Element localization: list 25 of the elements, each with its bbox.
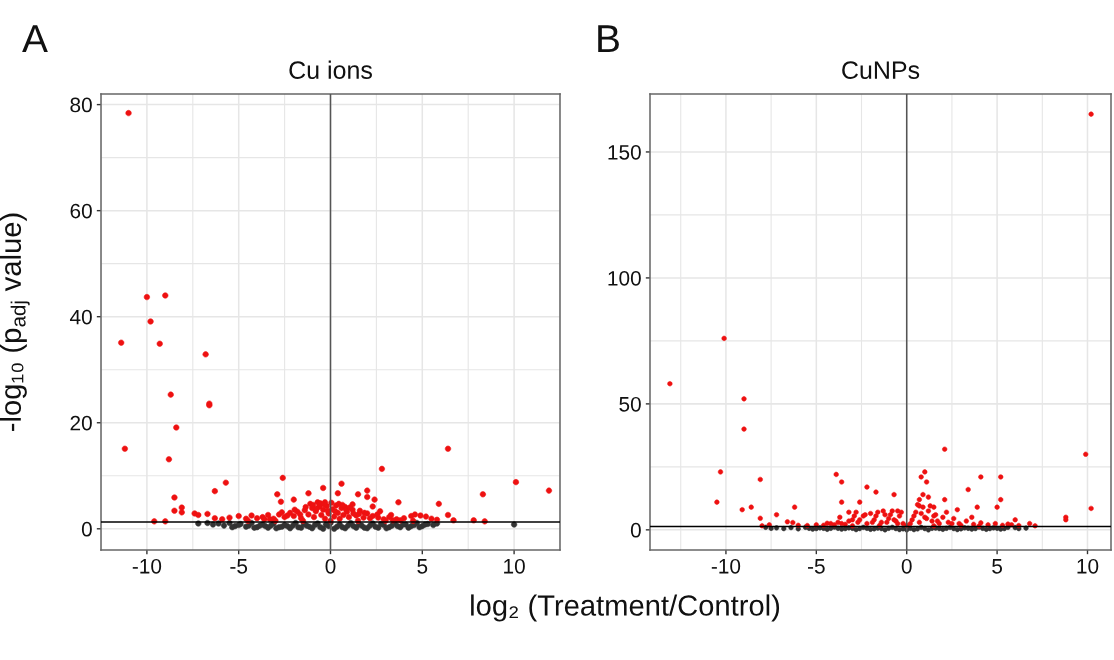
- x-tick-label: 5: [992, 559, 1003, 574]
- x-tick-label: -10: [132, 558, 162, 574]
- x-tick-label: -5: [807, 559, 825, 574]
- chart-title: CuNPs: [842, 61, 920, 79]
- y-tick-label: 0: [630, 522, 641, 538]
- y-tick-label: 40: [69, 309, 92, 325]
- x-tick-label: 10: [1077, 558, 1099, 574]
- y-tick-label: 60: [70, 203, 92, 219]
- x-tick-label: 10: [504, 558, 525, 574]
- x-axis-title: log₂ (Treatment/Control): [471, 594, 780, 622]
- chart-title: Cu ions: [289, 60, 372, 79]
- x-tick-label: 5: [417, 559, 428, 574]
- y-axis-title: -log₁₀ (p$_{adj}$ value): [0, 213, 30, 431]
- y-tick-label: 0: [81, 521, 92, 537]
- text: B: [598, 25, 619, 53]
- y-tick-label: 150: [608, 144, 641, 160]
- x-tick-label: 0: [901, 558, 912, 574]
- y-tick-label: 50: [619, 396, 641, 412]
- text: A: [22, 25, 48, 53]
- y-tick-label: 20: [70, 415, 92, 431]
- x-tick-label: 0: [325, 558, 336, 574]
- x-tick-label: -5: [230, 559, 248, 574]
- y-tick-label: 80: [70, 97, 92, 113]
- x-tick-label: -10: [711, 558, 741, 574]
- y-tick-label: 100: [608, 270, 641, 286]
